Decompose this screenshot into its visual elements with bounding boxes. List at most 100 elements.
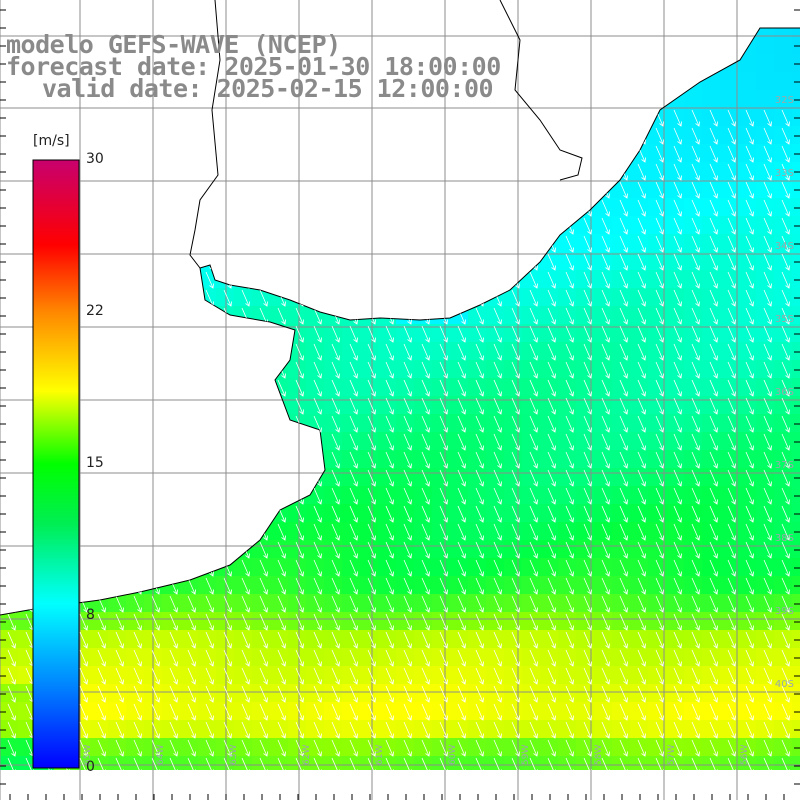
wind-arrow [673,379,681,396]
wind-arrow [367,433,375,450]
wind-arrow [475,307,483,324]
wind-arrow [457,379,465,396]
wind-speed-cell [792,306,800,324]
wind-arrow [529,379,537,396]
wind-arrow [781,487,789,504]
wind-arrow [583,433,591,450]
wind-speed-cell [648,522,666,540]
wind-speed-cell [612,576,630,594]
lon-label: 59W [521,745,531,765]
wind-arrow [763,343,771,360]
wind-speed-cell [648,558,666,576]
wind-speed-cell [342,342,360,360]
wind-arrow [637,361,645,378]
lon-label: 60W [448,745,458,765]
wind-speed-cell [612,630,630,648]
wind-speed-cell [684,414,702,432]
wind-arrow [745,397,753,414]
wind-speed-cell [756,702,774,720]
wind-speed-cell [756,126,774,144]
wind-arrow [763,163,771,180]
wind-speed-cell [684,162,702,180]
colorbar [32,159,80,769]
wind-speed-cell [396,738,414,756]
wind-speed-cell [180,630,198,648]
wind-arrow [673,523,681,540]
wind-arrow [511,325,519,342]
wind-speed-cell [792,756,800,770]
wind-arrow [367,325,375,342]
wind-speed-cell [558,414,576,432]
wind-speed-cell [720,702,738,720]
wind-speed-cell [792,144,800,162]
wind-speed-cell [702,720,720,738]
wind-speed-cell [756,342,774,360]
wind-arrow [763,145,771,162]
wind-arrow [493,505,501,522]
wind-speed-cell [306,720,324,738]
wind-speed-cell [612,450,630,468]
wind-arrow [331,505,339,522]
wind-arrow [295,361,303,378]
wind-arrow [511,541,519,558]
wind-speed-cell [396,414,414,432]
wind-arrow [691,361,699,378]
wind-arrow [691,271,699,288]
wind-speed-cell [522,540,540,558]
wind-arrow [727,397,735,414]
wind-speed-cell [648,594,666,612]
wind-speed-cell [738,684,756,702]
wind-arrow [637,469,645,486]
wind-speed-cell [756,522,774,540]
wind-arrow [619,379,627,396]
wind-arrow [709,109,717,126]
wind-speed-cell [432,648,450,666]
wind-arrow [655,343,663,360]
wind-speed-cell [432,468,450,486]
wind-arrow [331,343,339,360]
wind-arrow [403,361,411,378]
wind-speed-cell [648,648,666,666]
wind-speed-cell [612,414,630,432]
wind-arrow [637,235,645,252]
wind-speed-cell [414,720,432,738]
wind-speed-cell [270,738,288,756]
wind-arrow [763,397,771,414]
wind-speed-cell [720,756,738,770]
wind-speed-cell [504,666,522,684]
wind-arrow [565,379,573,396]
wind-speed-cell [756,306,774,324]
wind-speed-cell [774,90,792,108]
wind-speed-cell [774,180,792,198]
wind-speed-cell [252,738,270,756]
wind-speed-cell [630,648,648,666]
wind-speed-cell [648,756,666,770]
wind-speed-cell [288,522,306,540]
wind-speed-cell [252,720,270,738]
wind-arrow [547,433,555,450]
wind-speed-cell [522,702,540,720]
wind-arrow [637,487,645,504]
wind-arrow [565,325,573,342]
colorbar-tick-22: 22 [86,303,104,319]
wind-speed-cell [774,360,792,378]
wind-speed-cell [306,594,324,612]
wind-speed-cell [162,612,180,630]
wind-speed-cell [684,216,702,234]
wind-speed-cell [306,540,324,558]
wind-speed-cell [450,486,468,504]
wind-arrow [745,163,753,180]
wind-speed-cell [684,378,702,396]
wind-speed-cell [756,54,774,72]
wind-speed-cell [738,522,756,540]
wind-arrow [349,541,357,558]
wind-speed-cell [702,738,720,756]
wind-arrow [727,217,735,234]
wind-speed-cell [774,738,792,756]
wind-arrow [439,559,447,576]
wind-arrow [583,523,591,540]
wind-arrow [511,523,519,540]
wind-arrow [565,487,573,504]
wind-speed-cell [702,756,720,770]
wind-speed-cell [792,540,800,558]
